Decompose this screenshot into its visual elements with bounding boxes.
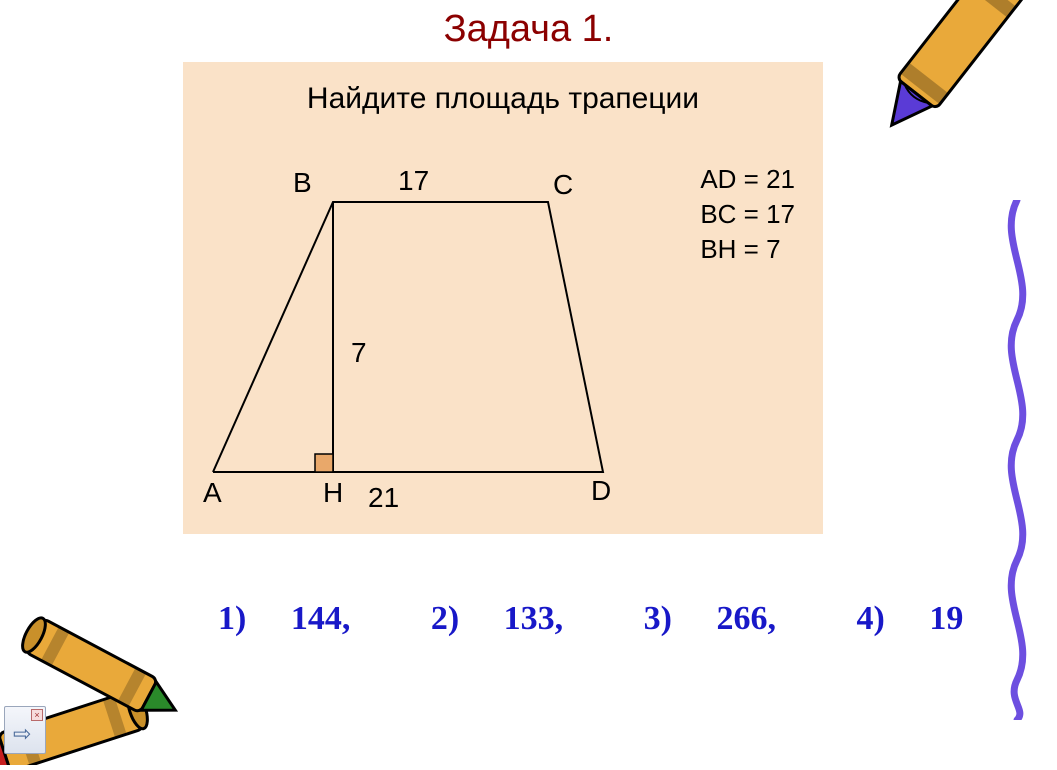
given-BH: BH = 7 [700, 232, 795, 267]
close-icon[interactable]: × [31, 709, 43, 721]
edge-AD-label: 21 [368, 482, 399, 513]
edge-BC-label: 17 [398, 165, 429, 196]
problem-prompt: Найдите площадь трапеции [183, 82, 823, 116]
answer-1: 1) 144, [218, 600, 386, 637]
given-values: AD = 21 BC = 17 BH = 7 [700, 162, 795, 267]
crayon-icon [867, 0, 1057, 215]
answer-options: 1) 144, 2) 133, 3) 266, 4) 19 [218, 600, 1035, 638]
next-arrow-icon[interactable]: ⇨ [13, 721, 31, 747]
given-BC: BC = 17 [700, 197, 795, 232]
vertex-B-label: B [293, 167, 312, 198]
vertex-D-label: D [591, 475, 611, 506]
answer-3: 3) 266, [644, 600, 812, 637]
nav-widget[interactable]: × ⇨ [4, 706, 46, 754]
problem-box: Найдите площадь трапеции A H D B C 17 7 … [183, 62, 823, 534]
answer-2: 2) 133, [431, 600, 599, 637]
vertex-A-label: A [203, 477, 222, 508]
given-AD: AD = 21 [700, 162, 795, 197]
vertex-C-label: C [553, 169, 573, 200]
answer-4: 4) 19 [856, 600, 999, 637]
squiggle-icon [987, 200, 1047, 725]
edge-BH-label: 7 [351, 337, 367, 368]
vertex-H-label: H [323, 477, 343, 508]
